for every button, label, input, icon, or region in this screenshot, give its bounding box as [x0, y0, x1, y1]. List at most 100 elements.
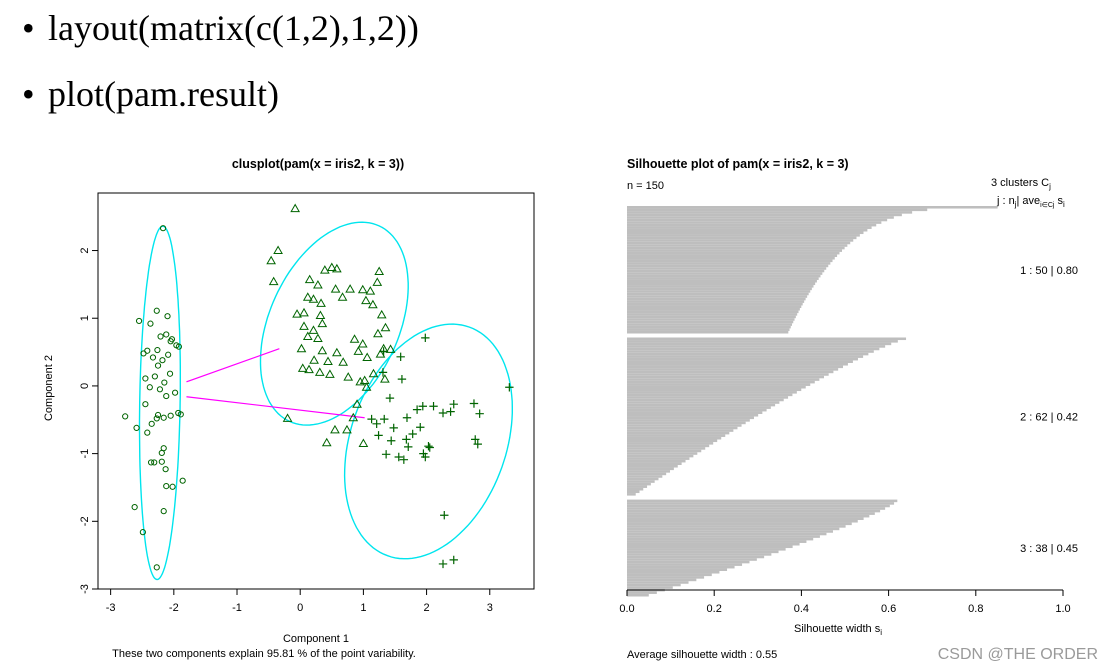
point-circle [154, 362, 162, 369]
point-triangle [342, 424, 352, 434]
point-triangle [308, 325, 319, 334]
point-plus [381, 450, 391, 459]
point-circle [157, 333, 164, 340]
point-circle [166, 370, 174, 377]
point-circle [122, 413, 129, 420]
point-plus [386, 436, 396, 445]
point-circle [153, 415, 160, 422]
point-triangle [368, 368, 379, 378]
point-triangle [376, 309, 387, 319]
point-triangle [352, 399, 362, 408]
point-triangle [313, 280, 323, 289]
point-circle [147, 320, 154, 327]
point-circle [140, 350, 147, 357]
point-triangle [304, 364, 314, 374]
point-triangle [297, 363, 308, 372]
point-triangle [321, 437, 332, 447]
bullet-text: layout(matrix(c(1,2),1,2)) [48, 8, 419, 48]
point-circle [163, 392, 170, 400]
clusplot-y-tick-label: -1 [79, 449, 91, 459]
point-triangle [313, 333, 323, 343]
point-plus [429, 402, 438, 411]
cluster-ellipse [259, 221, 409, 426]
point-plus [379, 347, 388, 356]
point-triangle [299, 321, 309, 330]
point-triangle [266, 255, 276, 265]
point-triangle [357, 338, 368, 348]
clusplot-y-tick-label: -2 [79, 516, 91, 526]
point-triangle [308, 294, 319, 303]
point-plus [402, 413, 412, 422]
point-triangle [359, 375, 370, 385]
point-triangle [330, 284, 341, 293]
point-plus [473, 439, 482, 449]
point-plus [378, 368, 388, 377]
point-triangle [349, 334, 360, 343]
point-plus [374, 431, 383, 440]
point-circle [163, 483, 170, 490]
point-plus [475, 409, 484, 418]
point-triangle [304, 274, 315, 284]
point-plus [389, 423, 398, 433]
bullet-dot: • [22, 74, 35, 114]
point-triangle [317, 345, 328, 355]
clusplot-x-tick-label: 2 [424, 602, 430, 614]
point-circle [161, 379, 168, 386]
point-triangle [296, 343, 307, 353]
point-plus [396, 352, 405, 362]
point-triangle [385, 344, 396, 353]
cluster-distance-line [186, 348, 280, 383]
point-triangle [323, 356, 333, 366]
point-circle [158, 458, 165, 465]
point-plus [412, 405, 422, 414]
point-circle [165, 351, 172, 358]
point-triangle [358, 438, 369, 447]
point-plus [421, 333, 430, 343]
clusplot-ellipses [138, 221, 513, 581]
cluster-ellipse [343, 323, 513, 560]
point-circle [158, 449, 165, 457]
bullet-plot: • plot(pam.result) [22, 74, 279, 114]
point-triangle [337, 292, 348, 301]
point-circle [131, 503, 138, 511]
point-plus [449, 555, 458, 565]
point-triangle [380, 374, 390, 383]
point-circle [153, 307, 160, 314]
point-plus [399, 455, 409, 464]
point-circle [162, 466, 169, 473]
point-circle [177, 411, 184, 418]
point-circle [163, 331, 170, 338]
point-triangle [309, 355, 319, 364]
point-triangle [302, 331, 313, 341]
point-circle [154, 346, 161, 354]
point-plus [402, 435, 411, 444]
point-triangle [317, 318, 328, 328]
point-circle [151, 459, 158, 466]
point-triangle [357, 284, 368, 294]
point-plus [397, 374, 407, 384]
point-circle [156, 386, 164, 393]
point-triangle [331, 347, 342, 357]
point-triangle [361, 295, 371, 305]
point-circle [135, 317, 143, 325]
point-plus [385, 393, 395, 403]
point-circle [139, 529, 146, 536]
point-triangle [338, 357, 349, 366]
point-plus [449, 400, 458, 409]
point-triangle [373, 328, 383, 338]
clusplot-x-tick-label: 1 [360, 602, 366, 614]
point-circle [142, 375, 149, 382]
point-circle [147, 459, 155, 466]
clusplot-axes: -3 -2 -1 0 1 2 3 -3 -2 -1 0 1 2 [79, 247, 493, 614]
point-circle [167, 412, 174, 419]
clusplot-footnote: These two components explain 95.81 % of … [112, 648, 416, 660]
point-circle [148, 420, 155, 427]
point-plus [404, 442, 413, 452]
point-triangle [314, 367, 325, 376]
point-triangle [343, 372, 354, 381]
point-plus [421, 452, 430, 462]
clusplot-x-tick-label: -2 [169, 602, 179, 614]
point-plus [394, 452, 403, 462]
clusplot-y-tick-label: -3 [79, 584, 91, 594]
